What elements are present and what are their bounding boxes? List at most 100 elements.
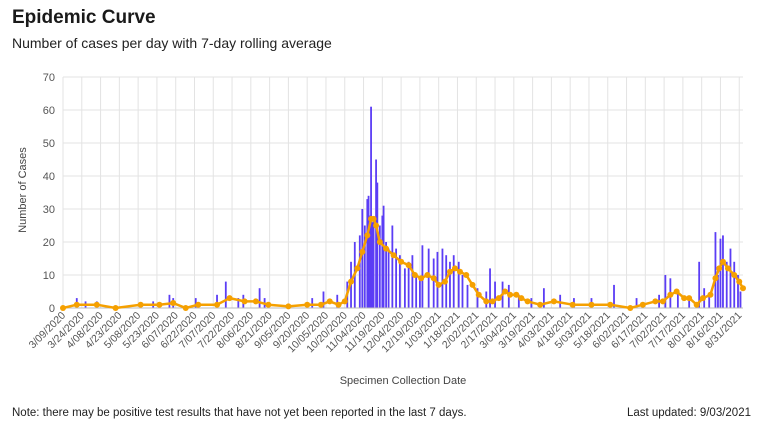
rolling-average-point	[93, 301, 100, 308]
rolling-average-point	[430, 275, 437, 282]
rolling-average-point	[170, 300, 177, 307]
x-axis-label: Specimen Collection Date	[340, 375, 467, 387]
rolling-average-point	[364, 232, 371, 239]
rolling-average-point	[475, 291, 482, 298]
case-bar	[457, 261, 460, 308]
case-bar	[688, 298, 691, 308]
rolling-average-point	[518, 295, 525, 302]
rolling-average-point	[569, 301, 576, 308]
rolling-average-point	[383, 245, 390, 252]
rolling-average-point	[524, 298, 531, 305]
case-bar	[466, 284, 469, 308]
rolling-average-point	[607, 301, 614, 308]
rolling-average-point	[686, 295, 693, 302]
rolling-average-point	[435, 281, 442, 288]
y-tick-label: 70	[43, 72, 55, 84]
rolling-average-point	[304, 301, 311, 308]
rolling-average-point	[740, 285, 746, 292]
rolling-average-point	[73, 301, 80, 308]
rolling-average-point	[712, 275, 719, 282]
case-bar	[363, 225, 366, 308]
rolling-average-point	[285, 303, 292, 310]
case-bar	[216, 294, 218, 308]
rolling-average-point	[137, 301, 144, 308]
rolling-average-point	[214, 301, 221, 308]
rolling-average-point	[513, 291, 520, 298]
case-bar	[361, 209, 364, 308]
case-bar	[729, 248, 732, 308]
rolling-average-point	[317, 301, 324, 308]
case-bar	[419, 278, 421, 308]
y-tick-label: 30	[43, 204, 55, 216]
rolling-average-point	[373, 222, 380, 229]
case-bar	[387, 248, 390, 308]
case-bar	[542, 288, 545, 308]
case-bar	[725, 261, 728, 308]
case-bar	[461, 275, 464, 308]
case-bar	[415, 275, 418, 308]
rolling-average-point	[405, 262, 412, 269]
case-bar	[368, 215, 371, 308]
rolling-average-point	[731, 272, 738, 278]
rolling-average-point	[673, 288, 680, 295]
rolling-average-point	[241, 298, 248, 305]
rolling-average-point	[699, 295, 706, 302]
case-bar	[714, 232, 717, 308]
case-bar	[371, 222, 374, 308]
case-bar	[719, 238, 722, 308]
rolling-average-point	[112, 305, 119, 311]
case-bar	[358, 235, 361, 308]
case-bar	[375, 159, 377, 308]
rolling-average-point	[707, 291, 714, 298]
rolling-average-point	[639, 301, 646, 308]
rolling-average-point	[226, 295, 233, 302]
case-bar	[366, 199, 369, 308]
case-bar	[367, 195, 370, 308]
rolling-average-point	[398, 258, 405, 265]
rolling-average-point	[446, 268, 453, 275]
rolling-average-point	[195, 301, 202, 308]
rolling-average-point	[156, 301, 163, 308]
case-bar	[733, 261, 736, 308]
rolling-average-point	[507, 291, 514, 298]
rolling-average-point	[341, 298, 348, 305]
epidemic-curve-chart: 0102030405060703/09/20203/24/20204/08/20…	[17, 72, 746, 387]
rolling-average-point	[348, 278, 355, 285]
rolling-average-point	[724, 265, 731, 272]
rolling-average-point	[469, 281, 476, 288]
rolling-average-point	[537, 301, 544, 308]
case-bar	[398, 255, 401, 308]
case-bar	[224, 281, 227, 308]
case-bar	[737, 275, 739, 308]
rolling-average-point	[495, 295, 502, 302]
case-bar	[441, 248, 444, 308]
case-bar	[739, 291, 742, 308]
rolling-average-point	[370, 215, 377, 222]
case-bar	[168, 294, 171, 308]
rolling-average-line	[60, 215, 746, 311]
case-bar	[494, 281, 496, 308]
chart-subtitle: Number of cases per day with 7-day rolli…	[12, 35, 332, 51]
rolling-average-point	[719, 258, 726, 265]
rolling-average-point	[60, 305, 66, 311]
rolling-average-point	[652, 298, 659, 305]
rolling-average-point	[354, 265, 361, 272]
case-bar	[391, 225, 394, 308]
rolling-average-point	[265, 301, 272, 308]
rolling-average-point	[411, 272, 418, 278]
case-bar	[449, 261, 451, 308]
rolling-average-point	[716, 265, 723, 272]
case-bar	[722, 235, 724, 308]
rolling-average-point	[489, 298, 496, 305]
y-tick-label: 20	[43, 237, 55, 249]
rolling-average-point	[182, 305, 189, 311]
rolling-average-point	[659, 298, 666, 305]
last-updated: Last updated: 9/03/2021	[626, 407, 751, 419]
rolling-average-point	[376, 239, 383, 245]
case-bar	[664, 275, 667, 308]
case-bar	[517, 294, 520, 308]
case-bar	[432, 258, 435, 308]
rolling-average-point	[736, 278, 743, 285]
case-bar	[613, 284, 615, 308]
rolling-average-point	[693, 301, 700, 308]
